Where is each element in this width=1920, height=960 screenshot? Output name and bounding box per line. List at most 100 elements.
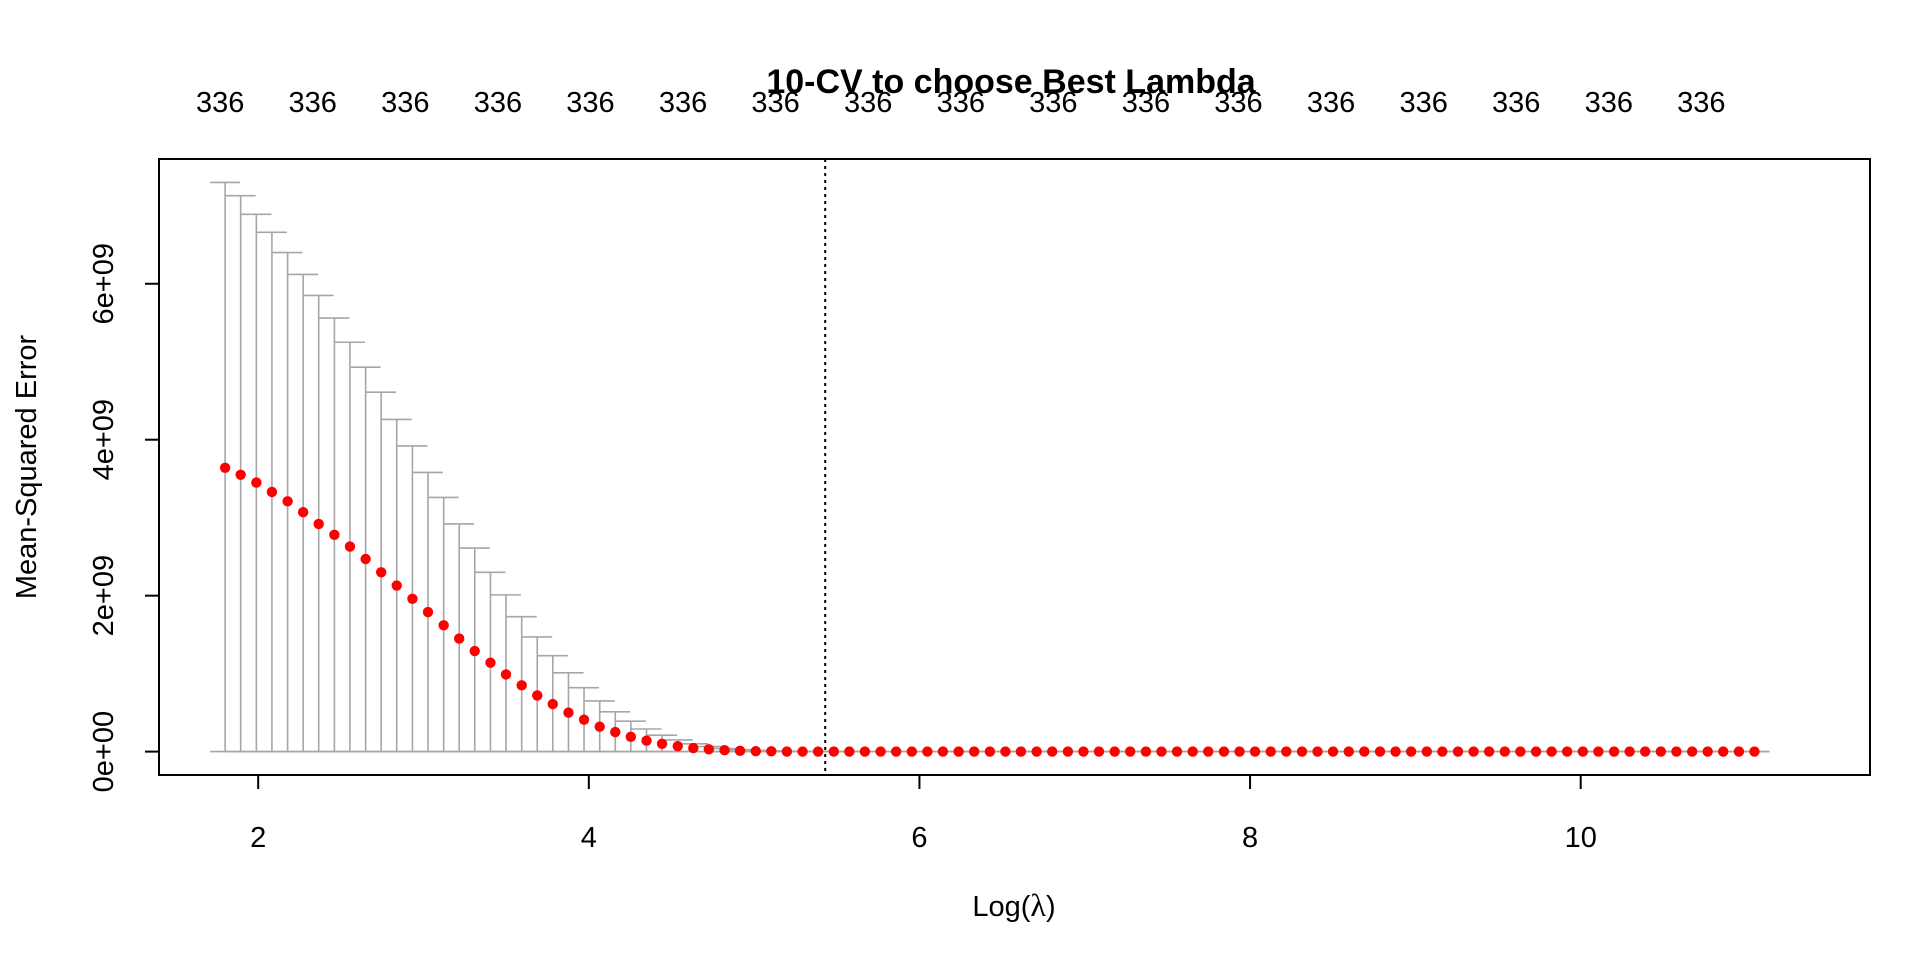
y-axis-label: Mean-Squared Error [11,334,43,599]
data-point [422,606,434,618]
data-point [1405,746,1417,757]
top-label: 336 [1214,87,1262,119]
data-point [1343,746,1354,757]
data-point [1390,746,1401,757]
data-point [1577,746,1589,757]
data-points [219,462,1760,757]
data-point [438,620,449,631]
data-point [766,746,777,757]
top-label: 336 [289,87,337,119]
data-point [875,746,886,757]
top-label: 336 [937,87,985,119]
data-point [734,745,746,757]
data-point [1561,746,1573,757]
data-point [1655,746,1667,757]
data-point [1031,746,1042,757]
data-point [360,553,371,565]
data-point [1483,746,1495,757]
data-point [610,726,621,738]
data-point [1140,746,1152,757]
data-point [375,567,387,578]
top-label: 336 [474,87,522,119]
x-tick-label: 8 [1242,822,1258,854]
data-point [313,518,324,530]
data-point [1093,746,1105,757]
data-point [984,746,996,757]
data-point [235,469,246,480]
x-tick-label: 6 [911,822,927,854]
data-point [844,746,855,757]
data-point [1218,746,1230,757]
data-point [391,580,402,591]
data-point [890,746,902,757]
data-point [547,698,558,710]
data-point [1359,746,1370,757]
data-point [672,740,683,752]
x-axis-label: Log(λ) [972,887,1055,923]
data-point [703,744,715,755]
data-point [1265,746,1276,757]
data-point [485,657,496,668]
y-tick-label: 6e+09 [88,243,120,324]
plot-frame [158,158,1871,776]
data-point [1452,746,1464,757]
data-point [1203,746,1214,757]
data-point [344,541,356,552]
data-point [266,486,278,498]
top-label: 336 [1399,87,1447,119]
top-label: 336 [1585,87,1633,119]
data-point [1749,746,1760,757]
data-point [1671,746,1682,757]
top-label: 336 [751,87,799,119]
data-point [719,745,730,756]
data-point [1515,746,1526,757]
data-point [407,593,418,604]
top-label: 336 [196,87,244,119]
top-label: 336 [1492,87,1540,119]
data-point [1546,746,1557,757]
data-point [781,746,793,757]
top-label: 336 [381,87,429,119]
y-tick-label: 0e+00 [88,711,120,792]
x-tick-label: 2 [250,822,266,854]
x-axis-label-prefix: Log( [972,891,1030,923]
data-point [1078,746,1089,757]
lambda-symbol: λ [1030,887,1046,923]
data-point [1296,746,1308,757]
data-point [1156,746,1167,757]
data-point [500,669,512,680]
data-point [516,680,527,691]
data-point [282,496,293,507]
top-label: 336 [566,87,614,119]
data-point [1468,746,1479,757]
data-point [828,746,840,757]
data-point [812,746,824,757]
data-point [1718,746,1729,757]
data-point [594,721,605,732]
top-label: 336 [1307,87,1355,119]
data-point [1187,746,1198,757]
data-point [688,742,699,754]
data-point [329,529,340,541]
y-tick-label: 2e+09 [88,555,120,636]
data-point [1125,746,1136,757]
data-point [1702,746,1713,757]
data-point [922,746,933,757]
data-point [656,738,668,750]
data-point [563,707,574,718]
data-point [1109,746,1120,757]
data-point [1639,746,1651,757]
data-point [1686,746,1698,757]
data-point [1234,746,1245,757]
data-point [578,714,590,725]
data-point [1249,746,1261,757]
data-point [937,746,949,757]
chart-title: 10-CV to choose Best Lambda [766,63,1256,101]
x-axis-label-suffix: ) [1046,891,1056,923]
data-point [1593,746,1604,757]
data-point [454,633,465,644]
data-point [1015,746,1027,757]
top-label: 336 [844,87,892,119]
data-point [1062,746,1074,757]
